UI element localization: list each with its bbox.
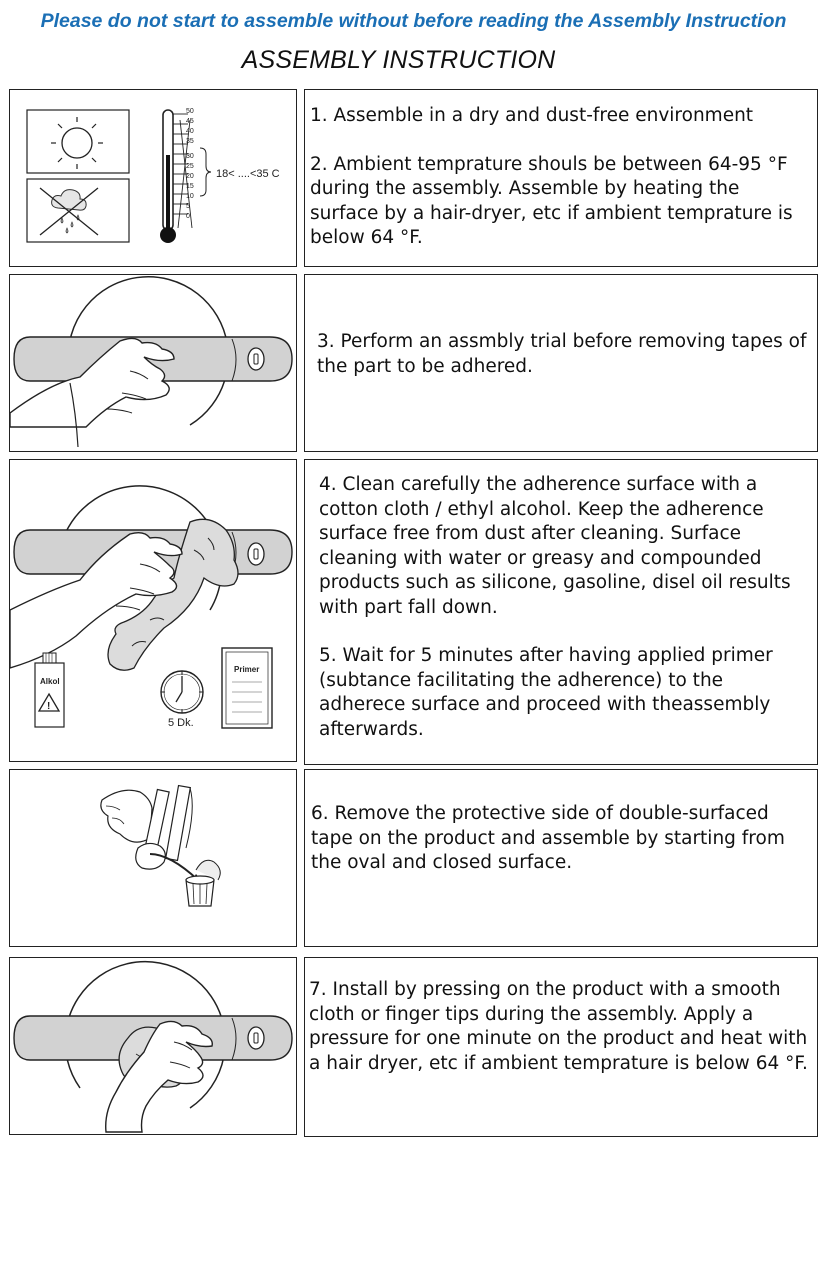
- illustration-cleaning: Alkol ! 5 Dk. Primer: [9, 459, 297, 762]
- svg-text:20: 20: [186, 173, 194, 180]
- assembly-warning: Please do not start to assemble without …: [40, 10, 787, 32]
- step-4-text: 4. Clean carefully the adherence surface…: [319, 474, 791, 618]
- sun-icon: [26, 109, 130, 174]
- instruction-box-1-2: 1. Assemble in a dry and dust-free envir…: [304, 89, 818, 267]
- instruction-box-6: 6. Remove the protective side of double-…: [304, 769, 818, 947]
- primer-document-icon: Primer: [221, 647, 273, 729]
- thermometer-icon: 50 45 40 35 30 25 20 15 10 5 0 18< ....<…: [160, 108, 280, 243]
- timer-clock-icon: 5 Dk.: [160, 670, 204, 729]
- step-7-text: 7. Install by pressing on the product wi…: [309, 979, 808, 1074]
- alcohol-label: Alkol: [40, 677, 60, 686]
- primer-label: Primer: [234, 665, 259, 674]
- svg-text:40: 40: [186, 128, 194, 135]
- svg-text:30: 30: [186, 153, 194, 160]
- illustration-tape-removal: [9, 769, 297, 947]
- cleaning-hand-icon: [10, 485, 293, 671]
- svg-text:45: 45: [186, 118, 194, 125]
- step-5-text: 5. Wait for 5 minutes after having appli…: [319, 645, 773, 740]
- illustration-environment: 50 45 40 35 30 25 20 15 10 5 0 18< ....<…: [9, 89, 297, 267]
- temperature-range-label: 18< ....<35 C: [216, 168, 280, 180]
- timer-label: 5 Dk.: [168, 717, 194, 729]
- alcohol-bottle-icon: Alkol !: [34, 652, 65, 728]
- step-3-text: 3. Perform an assmbly trial before remov…: [317, 331, 807, 377]
- svg-text:5: 5: [186, 203, 190, 210]
- svg-text:10: 10: [186, 193, 194, 200]
- svg-text:!: !: [47, 701, 50, 712]
- illustration-installation: [9, 957, 297, 1135]
- tape-removal-icon: [100, 784, 221, 907]
- instruction-box-3: 3. Perform an assmbly trial before remov…: [304, 274, 818, 452]
- illustration-trial: [9, 274, 297, 452]
- door-handle-trial-icon: [10, 276, 293, 448]
- pressing-handle-icon: [13, 961, 293, 1133]
- instruction-box-4-5: 4. Clean carefully the adherence surface…: [304, 459, 818, 765]
- step-1-text: 1. Assemble in a dry and dust-free envir…: [310, 105, 754, 126]
- svg-text:50: 50: [186, 108, 194, 115]
- step-2-text: 2. Ambient temprature shouls be between …: [310, 153, 793, 249]
- no-rain-icon: [26, 178, 130, 243]
- svg-text:15: 15: [186, 183, 194, 190]
- svg-text:35: 35: [186, 138, 194, 145]
- instruction-box-7: 7. Install by pressing on the product wi…: [304, 957, 818, 1137]
- step-6-text: 6. Remove the protective side of double-…: [311, 803, 785, 873]
- svg-text:0: 0: [186, 213, 190, 220]
- page-title: ASSEMBLY INSTRUCTION: [241, 46, 556, 74]
- svg-text:25: 25: [186, 163, 194, 170]
